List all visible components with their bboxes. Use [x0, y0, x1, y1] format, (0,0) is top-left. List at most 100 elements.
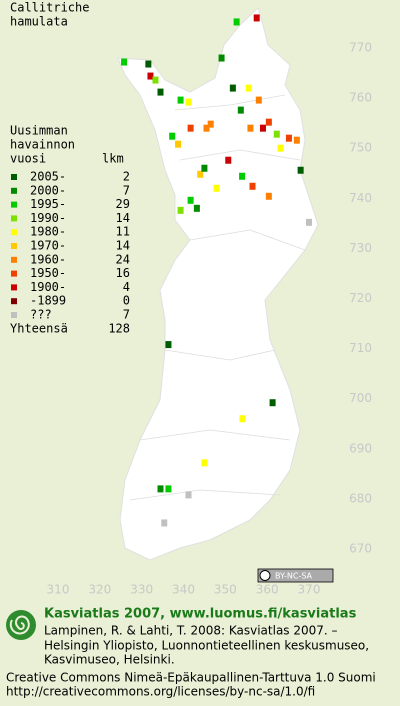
occurrence-square	[233, 18, 240, 26]
occurrence-square	[253, 14, 260, 22]
y-tick-label: 750	[349, 141, 372, 155]
y-tick-label: 760	[349, 91, 372, 105]
occurrence-square	[297, 166, 304, 174]
legend-count: 14	[116, 239, 130, 253]
legend-label: -1899	[30, 294, 66, 308]
legend-label: 1900-	[30, 280, 66, 294]
y-tick-label: 720	[349, 291, 372, 305]
occurrence-square	[265, 192, 272, 200]
legend-swatch	[11, 215, 17, 222]
y-tick-label: 670	[349, 542, 372, 556]
occurrence-square	[239, 415, 246, 423]
occurrence-square	[255, 96, 262, 104]
license-badge-text: BY-NC-SA	[275, 572, 313, 581]
occurrence-square	[201, 459, 208, 467]
regional-borders	[129, 94, 306, 501]
legend-swatch	[11, 229, 17, 236]
title: hamulata	[10, 15, 68, 29]
legend-count: 24	[116, 252, 130, 266]
occurrence-square	[306, 218, 312, 226]
legend-swatch	[11, 201, 17, 208]
occurrence-square	[203, 124, 210, 132]
legend-swatch	[11, 298, 17, 305]
legend-swatch	[11, 187, 17, 194]
occurrence-square	[213, 184, 220, 192]
occurrence-square	[157, 485, 164, 493]
legend-count: 11	[116, 225, 130, 239]
occurrence-square	[152, 76, 159, 84]
y-tick-label: 680	[349, 491, 372, 505]
occurrence-square	[249, 182, 256, 190]
x-tick-label: 310	[47, 583, 70, 597]
occurrence-square	[285, 134, 292, 142]
occurrence-square	[207, 120, 214, 128]
occurrence-square	[121, 58, 128, 66]
legend-count: 14	[116, 211, 130, 225]
logo	[6, 610, 36, 640]
y-tick-label: 730	[349, 241, 372, 255]
finland-outline	[117, 7, 319, 561]
total-count: 128	[108, 321, 130, 335]
y-tick-label: 690	[349, 441, 372, 455]
legend-label: 1990-	[30, 211, 66, 225]
legend-count: 7	[123, 308, 130, 322]
occurrence-square	[185, 98, 192, 106]
legend-count: 7	[123, 183, 130, 197]
occurrence-square	[185, 491, 192, 499]
legend-label: 1995-	[30, 197, 66, 211]
legend-heading: Uusimman	[10, 124, 68, 138]
legend-label: 2000-	[30, 183, 66, 197]
legend-swatch	[11, 270, 17, 277]
occurrence-square	[161, 519, 168, 527]
occurrence-square	[165, 341, 172, 349]
occurrence-square	[239, 172, 246, 180]
y-tick-label: 710	[349, 341, 372, 355]
legend-count: 29	[116, 197, 130, 211]
occurrence-square	[259, 124, 266, 132]
legend-label: 1980-	[30, 225, 66, 239]
x-tick-label: 350	[214, 583, 237, 597]
occurrence-square	[218, 54, 225, 62]
legend-heading: havainnon	[10, 138, 75, 152]
legend-label: 1970-	[30, 239, 66, 253]
legend-label: 1960-	[30, 252, 66, 266]
x-tick-label: 330	[130, 583, 153, 597]
occurrence-square	[229, 84, 236, 92]
citation: Kasvimuseo, Helsinki.	[44, 653, 175, 667]
license-badge: BY-NC-SA	[257, 568, 334, 583]
occurrence-square	[197, 170, 204, 178]
occurrence-square	[165, 485, 172, 493]
occurrence-square	[147, 72, 154, 80]
license: http://creativecommons.org/licenses/by-n…	[6, 685, 315, 699]
x-tick-label: 320	[88, 583, 111, 597]
x-tick-label: 360	[256, 583, 279, 597]
occurrence-square	[273, 130, 280, 138]
occurrence-square	[145, 60, 152, 68]
y-tick-label: 770	[349, 41, 372, 55]
title: Callitriche	[10, 1, 89, 15]
legend-column: vuosi	[10, 152, 46, 166]
occurrence-square	[277, 144, 284, 152]
occurrence-square	[293, 136, 300, 144]
x-tick-label: 370	[298, 583, 321, 597]
legend-count: 16	[116, 266, 130, 280]
citation: Helsingin Yliopisto, Luonnontieteellinen…	[44, 639, 369, 653]
legend-swatch	[11, 256, 17, 263]
citation: Lampinen, R. & Lahti, T. 2008: Kasviatla…	[44, 624, 338, 638]
legend-swatch	[11, 243, 17, 249]
legend-count: 0	[123, 294, 130, 308]
y-tick-label: 700	[349, 391, 372, 405]
occurrence-square	[225, 156, 232, 164]
occurrence-square	[187, 124, 194, 132]
occurrence-square	[247, 124, 254, 132]
total-label: Yhteensä	[10, 321, 68, 335]
legend-swatch	[11, 312, 17, 318]
occurrence-square	[175, 140, 182, 148]
legend-label: 2005-	[30, 170, 66, 184]
legend-count: 4	[123, 280, 130, 294]
legend-label: ???	[30, 308, 52, 322]
occurrence-square	[245, 84, 252, 92]
y-tick-label: 740	[349, 191, 372, 205]
